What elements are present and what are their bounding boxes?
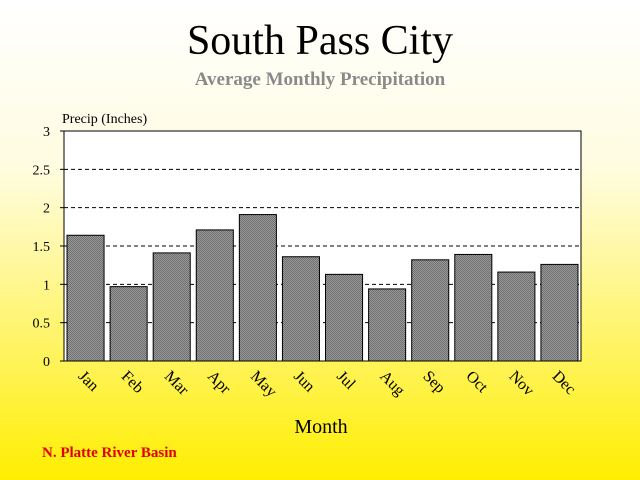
y-tick-label: 2 bbox=[43, 202, 50, 217]
bar-may bbox=[238, 214, 277, 362]
x-tick-label: Jun bbox=[290, 368, 318, 396]
y-axis-label: Precip (Inches) bbox=[62, 112, 147, 127]
x-tick-label: Oct bbox=[462, 368, 491, 397]
bar-sep bbox=[411, 259, 450, 362]
x-tick-label: Feb bbox=[118, 368, 147, 397]
chart-title: South Pass City bbox=[186, 18, 454, 64]
x-tick-label: Aug bbox=[376, 368, 408, 400]
y-tick-label: 0 bbox=[43, 355, 50, 370]
y-axis-ticks: 0 0.5 1 1.5 2 2.5 3 bbox=[33, 125, 64, 370]
x-tick-label: Jul bbox=[333, 368, 359, 394]
x-tick-label: Jan bbox=[75, 368, 102, 395]
x-axis-ticks: Jan Feb Mar Apr May Jun Jul Aug Sep Oct Nov Dec bbox=[75, 368, 579, 401]
bar-jun bbox=[281, 256, 320, 362]
x-tick-label: Nov bbox=[506, 368, 538, 400]
x-tick-label: Mar bbox=[161, 368, 192, 399]
grid-lines bbox=[64, 168, 581, 324]
bar-aug bbox=[368, 288, 407, 362]
y-tick-label: 0.5 bbox=[33, 317, 51, 332]
chart-subtitle: Average Monthly Precipitation bbox=[194, 69, 446, 90]
x-tick-label: Dec bbox=[549, 368, 579, 398]
x-tick-label: May bbox=[247, 368, 280, 401]
x-tick-label: Apr bbox=[204, 368, 234, 398]
bar-apr bbox=[195, 229, 234, 362]
x-tick-label: Sep bbox=[419, 368, 448, 397]
x-axis-label: Month bbox=[294, 416, 347, 438]
basin-label: N. Platte River Basin bbox=[42, 445, 177, 461]
bars bbox=[66, 214, 579, 362]
y-tick-label: 2.5 bbox=[33, 163, 51, 178]
y-tick-label: 1.5 bbox=[33, 240, 51, 255]
bar-oct bbox=[454, 253, 493, 362]
y-tick-label: 1 bbox=[43, 278, 50, 293]
bar-jul bbox=[325, 273, 364, 362]
bar-mar bbox=[152, 252, 191, 362]
bar-jan bbox=[66, 234, 105, 362]
bar-dec bbox=[540, 263, 579, 362]
bar-nov bbox=[497, 271, 536, 362]
bar-feb bbox=[109, 286, 148, 362]
y-tick-label: 3 bbox=[43, 125, 50, 140]
